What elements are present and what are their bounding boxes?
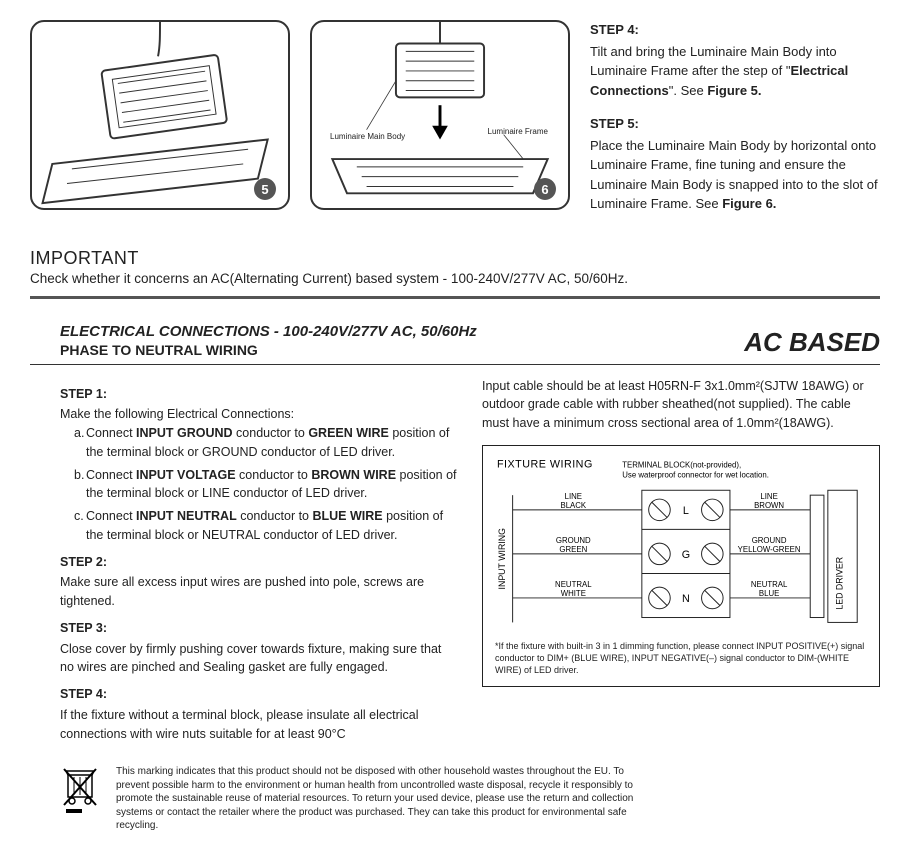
s1-title: STEP 1: bbox=[60, 385, 458, 404]
right-steps: STEP 4: Tilt and bring the Luminaire Mai… bbox=[590, 20, 880, 228]
figure-6-label-frame: Luminaire Frame bbox=[488, 127, 548, 136]
s2-text: Make sure all excess input wires are pus… bbox=[60, 573, 458, 611]
s2-title: STEP 2: bbox=[60, 553, 458, 572]
s3-title: STEP 3: bbox=[60, 619, 458, 638]
svg-text:LINE: LINE bbox=[760, 492, 777, 501]
important-heading: IMPORTANT bbox=[30, 248, 880, 269]
svg-text:WHITE: WHITE bbox=[561, 589, 586, 598]
svg-text:BROWN: BROWN bbox=[754, 501, 784, 510]
figure-6-illustration bbox=[312, 22, 568, 208]
tb-note-1: TERMINAL BLOCK(not-provided), bbox=[622, 460, 741, 469]
svg-text:L: L bbox=[683, 505, 689, 517]
section-title: ELECTRICAL CONNECTIONS - 100-240V/277V A… bbox=[60, 323, 477, 340]
svg-text:BLUE: BLUE bbox=[759, 589, 779, 598]
svg-text:GREEN: GREEN bbox=[559, 545, 587, 554]
fixture-wiring-diagram: FIXTURE WIRING TERMINAL BLOCK(not-provid… bbox=[482, 445, 880, 688]
s1-item-a: Connect INPUT GROUND conductor to GREEN … bbox=[74, 424, 458, 462]
figure-5-badge: 5 bbox=[254, 178, 276, 200]
svg-text:YELLOW-GREEN: YELLOW-GREEN bbox=[738, 545, 801, 554]
figure-5-illustration bbox=[32, 22, 288, 208]
s3-text: Close cover by firmly pushing cover towa… bbox=[60, 640, 458, 678]
s1-item-c: Connect INPUT NEUTRAL conductor to BLUE … bbox=[74, 507, 458, 545]
s1-list: Connect INPUT GROUND conductor to GREEN … bbox=[60, 424, 458, 545]
step5-text: Place the Luminaire Main Body by horizon… bbox=[590, 136, 880, 214]
ac-based-label: AC BASED bbox=[744, 327, 880, 358]
important-text: Check whether it concerns an AC(Alternat… bbox=[30, 271, 880, 286]
right-column: Input cable should be at least H05RN-F 3… bbox=[482, 377, 880, 744]
diagram-footnote: *If the fixture with built-in 3 in 1 dim… bbox=[495, 640, 867, 676]
figure-5: 5 bbox=[30, 20, 290, 210]
svg-text:NEUTRAL: NEUTRAL bbox=[751, 580, 788, 589]
svg-text:BLACK: BLACK bbox=[560, 501, 586, 510]
step4-text: Tilt and bring the Luminaire Main Body i… bbox=[590, 42, 880, 101]
section-subtitle: PHASE TO NEUTRAL WIRING bbox=[60, 342, 477, 358]
s1-intro: Make the following Electrical Connection… bbox=[60, 405, 458, 424]
section-divider bbox=[30, 296, 880, 299]
weee-icon bbox=[60, 765, 100, 818]
svg-text:GROUND: GROUND bbox=[556, 536, 591, 545]
svg-text:N: N bbox=[682, 593, 690, 605]
step5-title: STEP 5: bbox=[590, 114, 880, 134]
figure-6: Luminaire Main Body Luminaire Frame 6 bbox=[310, 20, 570, 210]
svg-text:LINE: LINE bbox=[565, 492, 582, 501]
svg-text:GROUND: GROUND bbox=[752, 536, 787, 545]
wiring-svg: FIXTURE WIRING TERMINAL BLOCK(not-provid… bbox=[495, 456, 867, 627]
svg-text:G: G bbox=[682, 549, 690, 561]
figure-6-label-body: Luminaire Main Body bbox=[330, 132, 405, 141]
cable-text: Input cable should be at least H05RN-F 3… bbox=[482, 377, 880, 433]
footer-text: This marking indicates that this product… bbox=[116, 765, 636, 833]
s4-text: If the fixture without a terminal block,… bbox=[60, 706, 458, 744]
s4-title: STEP 4: bbox=[60, 685, 458, 704]
svg-text:NEUTRAL: NEUTRAL bbox=[555, 580, 592, 589]
left-column: STEP 1: Make the following Electrical Co… bbox=[60, 377, 458, 744]
tb-note-2: Use waterproof connector for wet locatio… bbox=[622, 470, 769, 479]
input-wiring-label: INPUT WIRING bbox=[497, 528, 507, 590]
s1-item-b: Connect INPUT VOLTAGE conductor to BROWN… bbox=[74, 466, 458, 504]
step4-title: STEP 4: bbox=[590, 20, 880, 40]
led-driver-label: LED DRIVER bbox=[835, 557, 845, 610]
fixture-wiring-title: FIXTURE WIRING bbox=[497, 458, 593, 470]
figure-6-badge: 6 bbox=[534, 178, 556, 200]
